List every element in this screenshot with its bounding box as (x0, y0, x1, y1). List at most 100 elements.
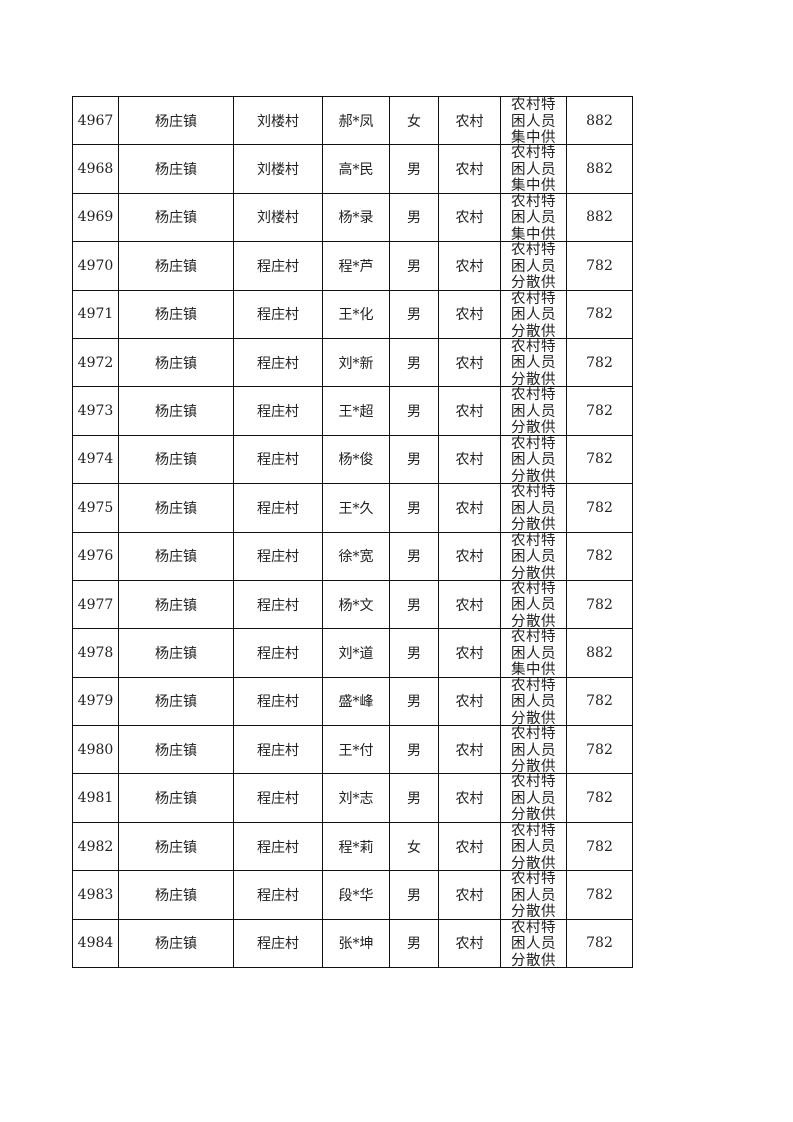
cell-category: 农村特困人员分散供养 (500, 483, 567, 533)
cell-amount: 782 (566, 386, 633, 436)
cell-town: 杨庄镇 (118, 434, 234, 485)
cell-town: 杨庄镇 (118, 483, 234, 533)
cell-village: 程庄村 (233, 918, 323, 969)
cell-category-text: 农村特困人员分散供养 (511, 484, 556, 532)
cell-area: 农村 (438, 192, 501, 243)
cell-category-text: 农村特困人员集中供养 (511, 145, 556, 193)
cell-category-text: 农村特困人员分散供养 (511, 338, 556, 386)
cell-name: 盛*峰 (322, 676, 390, 727)
cell-village: 程庄村 (233, 241, 323, 291)
cell-gender: 男 (389, 241, 439, 291)
cell-gender: 男 (389, 773, 439, 823)
cell-area: 农村 (438, 676, 501, 727)
cell-amount: 882 (566, 95, 633, 146)
cell-village: 刘楼村 (233, 95, 323, 146)
cell-town: 杨庄镇 (118, 821, 234, 872)
cell-category: 农村特困人员分散供养 (500, 289, 567, 339)
cell-gender: 男 (389, 337, 439, 388)
cell-name: 刘*新 (322, 337, 390, 388)
cell-name: 程*莉 (322, 821, 390, 872)
cell-id: 4982 (72, 821, 119, 872)
cell-id: 4983 (72, 870, 119, 920)
cell-village: 程庄村 (233, 773, 323, 823)
cell-town: 杨庄镇 (118, 579, 234, 630)
cell-name: 郝*凤 (322, 95, 390, 146)
cell-id: 4981 (72, 773, 119, 823)
cell-town: 杨庄镇 (118, 725, 234, 775)
cell-town: 杨庄镇 (118, 95, 234, 146)
cell-town: 杨庄镇 (118, 870, 234, 920)
cell-area: 农村 (438, 95, 501, 146)
cell-name: 高*民 (322, 144, 390, 194)
cell-amount: 782 (566, 579, 633, 630)
cell-amount: 782 (566, 676, 633, 727)
cell-area: 农村 (438, 773, 501, 823)
cell-category: 农村特困人员分散供养 (500, 918, 567, 969)
cell-gender: 男 (389, 725, 439, 775)
cell-category: 农村特困人员分散供养 (500, 579, 567, 630)
cell-category: 农村特困人员集中供养 (500, 192, 567, 243)
cell-amount: 782 (566, 483, 633, 533)
cell-name: 刘*志 (322, 773, 390, 823)
cell-gender: 男 (389, 531, 439, 581)
cell-amount: 882 (566, 192, 633, 243)
cell-id: 4974 (72, 434, 119, 485)
cell-area: 农村 (438, 531, 501, 581)
cell-category-text: 农村特困人员分散供养 (511, 387, 556, 435)
cell-village: 程庄村 (233, 821, 323, 872)
cell-town: 杨庄镇 (118, 289, 234, 339)
cell-category-text: 农村特困人员分散供养 (511, 677, 556, 725)
cell-category: 农村特困人员集中供养 (500, 144, 567, 194)
cell-village: 程庄村 (233, 434, 323, 485)
cell-village: 程庄村 (233, 531, 323, 581)
cell-town: 杨庄镇 (118, 386, 234, 436)
cell-amount: 882 (566, 628, 633, 678)
cell-gender: 男 (389, 192, 439, 243)
cell-category-text: 农村特困人员分散供养 (511, 774, 556, 822)
cell-id: 4978 (72, 628, 119, 678)
cell-id: 4973 (72, 386, 119, 436)
cell-category: 农村特困人员集中供养 (500, 628, 567, 678)
cell-category-text: 农村特困人员分散供养 (511, 580, 556, 628)
cell-id: 4971 (72, 289, 119, 339)
cell-area: 农村 (438, 821, 501, 872)
cell-name: 杨*文 (322, 579, 390, 630)
cell-amount: 782 (566, 241, 633, 291)
cell-area: 农村 (438, 483, 501, 533)
cell-gender: 男 (389, 918, 439, 969)
cell-category-text: 农村特困人员分散供养 (511, 871, 556, 919)
cell-category: 农村特困人员分散供养 (500, 531, 567, 581)
cell-category: 农村特困人员分散供养 (500, 821, 567, 872)
cell-town: 杨庄镇 (118, 192, 234, 243)
cell-town: 杨庄镇 (118, 144, 234, 194)
table-body: 4967杨庄镇刘楼村郝*凤女农村农村特困人员集中供养8824968杨庄镇刘楼村高… (72, 95, 633, 969)
cell-gender: 男 (389, 434, 439, 485)
cell-category-text: 农村特困人员分散供养 (511, 435, 556, 483)
cell-area: 农村 (438, 434, 501, 485)
cell-name: 刘*道 (322, 628, 390, 678)
cell-id: 4972 (72, 337, 119, 388)
cell-amount: 782 (566, 531, 633, 581)
cell-category: 农村特困人员分散供养 (500, 725, 567, 775)
cell-village: 程庄村 (233, 676, 323, 727)
cell-category-text: 农村特困人员集中供养 (511, 193, 556, 241)
cell-category: 农村特困人员分散供养 (500, 386, 567, 436)
cell-town: 杨庄镇 (118, 628, 234, 678)
cell-town: 杨庄镇 (118, 676, 234, 727)
cell-village: 程庄村 (233, 386, 323, 436)
cell-category-text: 农村特困人员分散供养 (511, 242, 556, 290)
cell-village: 程庄村 (233, 289, 323, 339)
cell-gender: 男 (389, 676, 439, 727)
cell-gender: 男 (389, 386, 439, 436)
